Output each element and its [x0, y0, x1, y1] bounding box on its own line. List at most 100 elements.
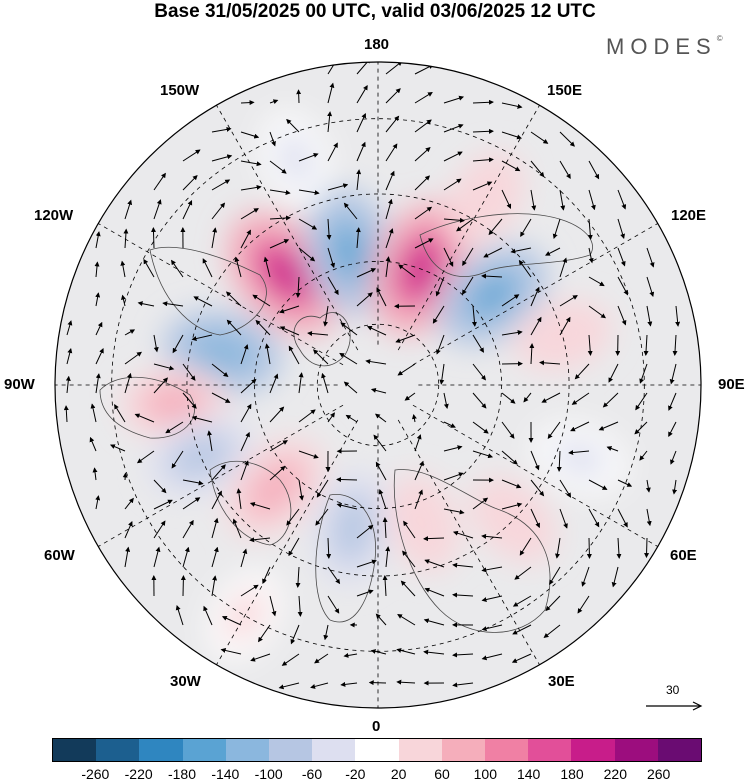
wind-arrow — [414, 91, 433, 104]
wind-arrow — [279, 305, 300, 314]
wind-arrow — [95, 495, 101, 510]
wind-arrow — [385, 115, 400, 133]
colorbar-swatch — [614, 739, 658, 761]
wind-arrow — [343, 652, 358, 658]
wind-arrow — [436, 334, 445, 355]
wind-arrow — [588, 160, 600, 180]
wind-arrow — [588, 479, 608, 490]
lon-label-0: 0 — [372, 718, 381, 735]
wind-arrow — [298, 479, 305, 501]
latitude-circle — [186, 193, 570, 577]
wind-arrow — [211, 363, 229, 378]
wind-arrow — [279, 326, 300, 336]
wind-arrow — [211, 392, 231, 403]
wind-arrow — [143, 258, 155, 278]
wind-arrow — [95, 321, 103, 336]
wind-arrow — [530, 286, 540, 307]
wind-arrow — [211, 154, 233, 162]
wind-arrow — [191, 415, 213, 423]
wind-arrow — [153, 546, 161, 568]
wind-arrow — [153, 334, 159, 353]
coastline-segment — [293, 312, 351, 367]
wind-arrow — [400, 580, 416, 597]
wind-arrow — [530, 316, 542, 336]
wind-arrow — [340, 681, 358, 687]
anomaly-center — [436, 243, 550, 348]
wind-arrow — [269, 215, 291, 221]
wind-arrow — [501, 479, 522, 489]
wind-arrow — [488, 218, 503, 236]
coastline-segment — [315, 493, 377, 623]
lon-label-150w: 150W — [160, 82, 200, 99]
wind-arrow — [646, 276, 655, 298]
wind-arrow — [452, 592, 474, 598]
brand-logo: MODES© — [606, 34, 723, 60]
wind-arrow — [385, 143, 398, 162]
wind-arrow — [249, 537, 271, 543]
wind-arrow — [211, 126, 232, 133]
wind-arrow — [269, 373, 279, 394]
colorbar-swatch — [269, 739, 313, 761]
colorbar-tick-label: 60 — [434, 766, 450, 782]
latitude-circle — [316, 323, 440, 447]
wind-arrow — [511, 653, 532, 663]
wind-arrow — [443, 508, 465, 515]
wind-arrow — [313, 349, 329, 365]
wind-arrow — [541, 392, 561, 403]
wind-arrow — [298, 189, 320, 196]
wind-arrow — [182, 479, 204, 486]
lon-label-120e: 120E — [671, 207, 707, 224]
wind-arrow — [587, 334, 593, 356]
wind-arrow — [240, 208, 259, 220]
lon-label-180: 180 — [364, 36, 390, 53]
wind-arrow — [559, 189, 566, 211]
wind-arrow — [643, 334, 649, 356]
wind-arrow — [269, 160, 287, 174]
wind-arrow — [443, 392, 449, 410]
wind-arrow — [472, 421, 489, 434]
wind-vectors — [63, 62, 681, 690]
wind-arrow — [240, 548, 248, 568]
wind-arrow — [547, 421, 561, 439]
wind-arrow — [514, 566, 532, 580]
lon-label-30e: 30E — [548, 673, 575, 690]
wind-arrow — [617, 189, 627, 210]
wind-arrow — [598, 421, 619, 431]
wind-arrow — [423, 649, 445, 655]
wind-arrow — [182, 497, 201, 510]
wind-arrow — [396, 648, 416, 655]
wind-arrow — [323, 624, 329, 641]
wind-arrow — [424, 559, 445, 568]
wind-arrow — [443, 217, 465, 223]
wind-arrow — [356, 589, 374, 597]
wind-arrow — [639, 363, 648, 384]
wind-arrow — [414, 146, 431, 162]
anomaly-center — [469, 476, 557, 564]
wind-arrow — [120, 260, 126, 278]
wind-arrow — [588, 508, 600, 528]
wind-arrow — [443, 421, 456, 428]
colorbar-tick-label: -180 — [167, 766, 197, 782]
wind-arrow — [356, 559, 377, 568]
wind-arrow — [236, 488, 242, 510]
wind-arrow — [240, 344, 249, 365]
wind-arrow — [203, 605, 213, 626]
wind-arrow — [321, 372, 329, 394]
wind-arrow — [221, 616, 242, 626]
wind-arrow — [175, 604, 184, 626]
wind-arrow — [356, 62, 371, 75]
wind-arrow — [382, 517, 388, 539]
wind-arrow — [588, 276, 605, 287]
wind-arrow — [501, 102, 523, 109]
lon-label-30w: 30W — [170, 673, 201, 690]
wind-arrow — [327, 566, 341, 585]
wind-arrow — [356, 292, 373, 307]
wind-arrow — [617, 305, 627, 326]
wind-arrow — [462, 247, 474, 266]
wind-arrow — [211, 546, 219, 568]
wind-arrow — [617, 276, 629, 296]
wind-arrow — [375, 461, 387, 481]
wind-arrow — [397, 363, 416, 376]
wind-arrow — [153, 479, 167, 494]
wind-arrow — [375, 613, 387, 626]
